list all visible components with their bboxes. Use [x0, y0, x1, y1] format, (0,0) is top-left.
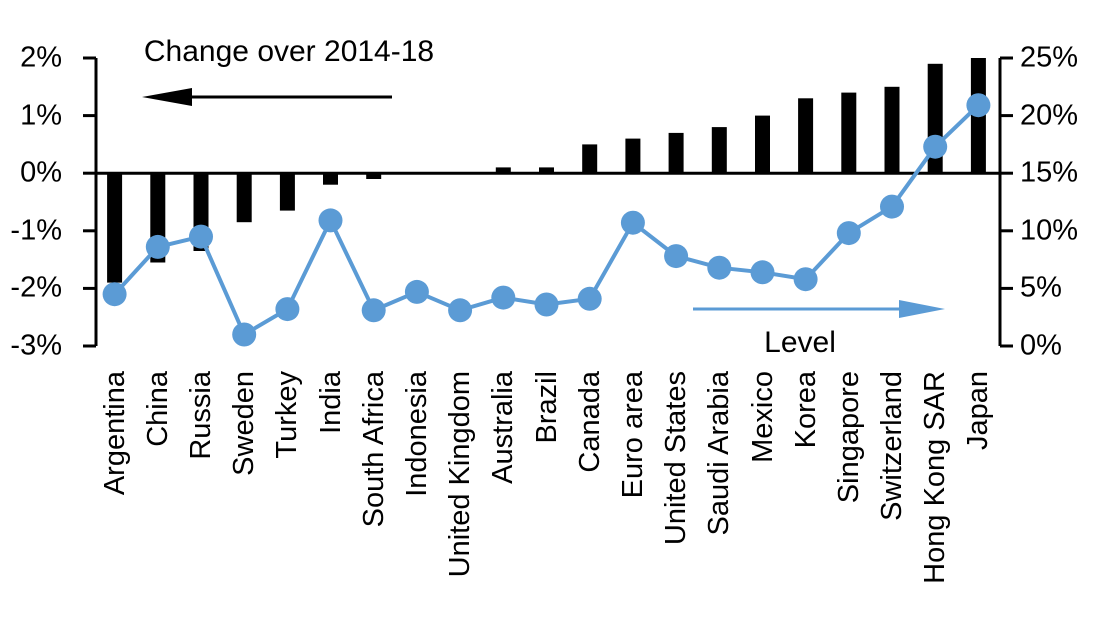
- bar-mexico: [755, 115, 770, 174]
- level-marker-brazil: [534, 292, 559, 317]
- bar-south-africa: [366, 173, 382, 179]
- level-marker-sweden: [232, 322, 257, 347]
- level-marker-switzerland: [880, 194, 904, 219]
- bar-argentina: [107, 173, 123, 283]
- x-axis-label-russia: Russia: [185, 371, 217, 460]
- x-axis-label-saudi-arabia: Saudi Arabia: [703, 371, 736, 536]
- level-marker-india: [318, 208, 343, 233]
- left-axis-tick-label: -1%: [10, 214, 62, 247]
- level-marker-united-states: [664, 244, 689, 269]
- x-axis-label-korea: Korea: [789, 371, 822, 449]
- x-axis-label-turkey: Turkey: [271, 371, 304, 459]
- x-axis-label-japan: Japan: [962, 371, 995, 451]
- level-arrow: [693, 300, 945, 318]
- left-axis-tick-label: 0%: [20, 156, 62, 189]
- x-axis-label-south-africa: South Africa: [357, 371, 390, 528]
- bar-korea: [798, 98, 814, 174]
- level-marker-united-kingdom: [448, 298, 473, 323]
- x-axis-label-australia: Australia: [487, 371, 520, 484]
- level-marker-argentina: [102, 282, 127, 307]
- level-marker-canada: [577, 286, 602, 311]
- right-axis-tick-label: 5%: [1020, 271, 1062, 304]
- level-marker-russia: [189, 224, 213, 249]
- level-marker-south-africa: [361, 298, 386, 323]
- bar-series-group: [107, 58, 986, 283]
- bar-canada: [582, 144, 598, 174]
- bar-saudi-arabia: [711, 127, 727, 174]
- x-axis-label-united-kingdom: United Kingdom: [444, 371, 477, 578]
- right-axis-tick-label: 0%: [1020, 329, 1062, 362]
- left-axis-tick-label: -2%: [10, 271, 62, 304]
- level-marker-china: [145, 234, 170, 259]
- level-marker-korea: [793, 267, 818, 292]
- bar-singapore: [841, 92, 857, 174]
- x-axis-label-euro-area: Euro area: [616, 371, 649, 499]
- bar-switzerland: [884, 86, 900, 174]
- left-axis-tick-label: 1%: [20, 99, 62, 132]
- left-series-annotation: Change over 2014-18: [143, 35, 435, 68]
- level-marker-saudi-arabia: [707, 255, 732, 280]
- bar-india: [323, 173, 338, 185]
- bar-sweden: [236, 173, 252, 223]
- level-marker-singapore: [836, 221, 861, 246]
- bar-euro-area: [625, 138, 641, 174]
- x-axis-label-hong-kong-sar: Hong Kong SAR: [919, 371, 952, 584]
- left-axis-tick-label: -3%: [10, 329, 62, 362]
- level-marker-turkey: [275, 297, 300, 322]
- level-marker-indonesia: [404, 279, 429, 304]
- x-axis-label-united-states: United States: [660, 371, 693, 546]
- level-marker-mexico: [750, 260, 775, 285]
- bar-australia: [495, 167, 511, 174]
- right-axis-tick-label: 15%: [1020, 156, 1079, 189]
- x-axis-label-india: India: [314, 371, 347, 434]
- x-axis-label-mexico: Mexico: [746, 371, 779, 463]
- x-axis-label-sweden: Sweden: [228, 371, 261, 476]
- level-marker-japan: [966, 93, 991, 118]
- line-series-group: [102, 93, 991, 347]
- x-axis-label-china: China: [141, 371, 174, 447]
- right-axis-tick-label: 25%: [1020, 41, 1079, 74]
- left-axis-tick-label: 2%: [20, 41, 62, 74]
- bar-turkey: [279, 173, 295, 211]
- level-marker-australia: [491, 285, 516, 310]
- change-arrow: [142, 88, 392, 106]
- x-axis-label-indonesia: Indonesia: [400, 371, 433, 497]
- level-marker-hong-kong-sar: [923, 134, 948, 159]
- bar-brazil: [539, 167, 554, 174]
- x-axis-label-singapore: Singapore: [832, 371, 865, 504]
- right-series-annotation: Level: [764, 326, 836, 359]
- right-axis-tick-label: 10%: [1020, 214, 1079, 247]
- x-axis-label-canada: Canada: [573, 371, 606, 473]
- x-axis-label-brazil: Brazil: [530, 371, 563, 444]
- bar-united-states: [668, 132, 684, 174]
- level-marker-euro-area: [620, 210, 645, 235]
- x-axis-label-argentina: Argentina: [98, 371, 131, 496]
- right-axis-tick-label: 20%: [1020, 99, 1079, 132]
- x-axis-label-switzerland: Switzerland: [876, 371, 908, 521]
